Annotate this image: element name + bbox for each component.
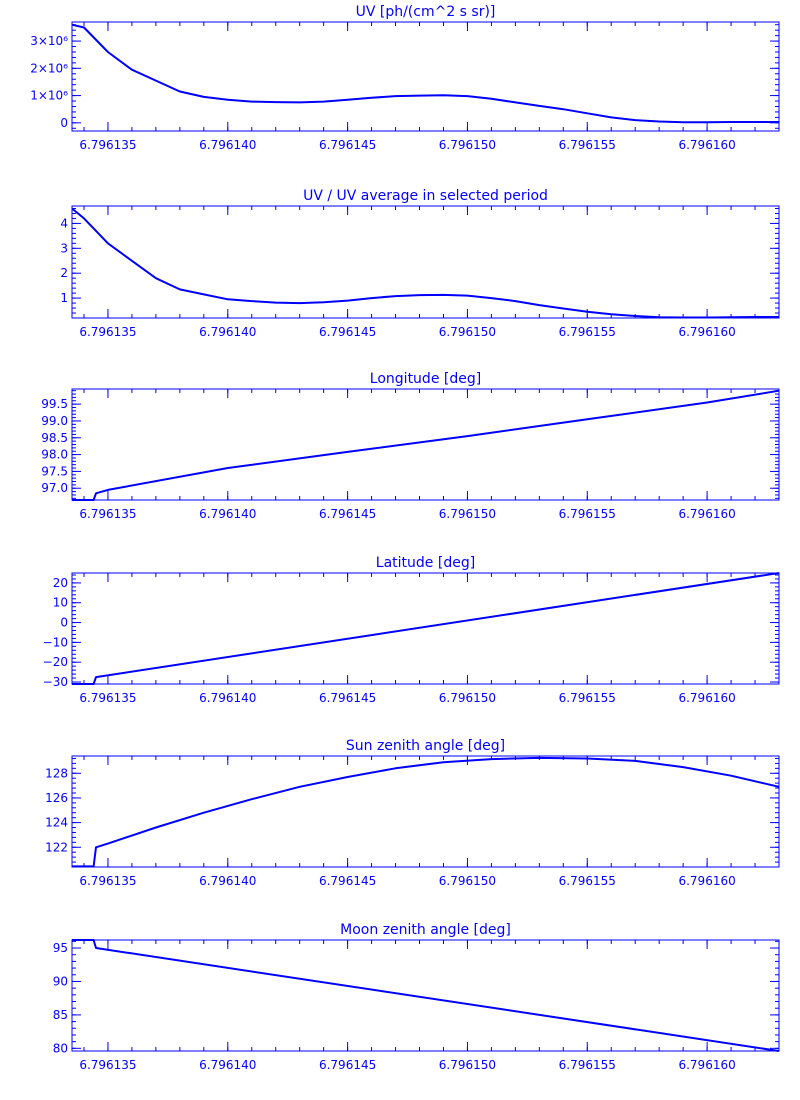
plot-frame xyxy=(71,572,780,685)
y-tick-label: 99.5 xyxy=(41,397,68,411)
x-tick-label: 6.796145 xyxy=(319,1058,376,1072)
series-line-1 xyxy=(72,756,780,868)
x-tick-label: 6.796155 xyxy=(559,691,616,705)
x-tick-label: 6.796135 xyxy=(79,874,136,888)
y-tick-label: 99.0 xyxy=(41,414,68,428)
chart-title: Longitude [deg] xyxy=(370,371,481,387)
x-tick-label: 6.796135 xyxy=(79,138,136,152)
y-tick-label: 128 xyxy=(45,766,68,780)
y-tick-label: 0 xyxy=(60,116,68,130)
y-tick-label: 0 xyxy=(60,616,68,630)
y-tick-label: 90 xyxy=(53,974,68,988)
x-tick-label: 6.796150 xyxy=(439,138,496,152)
x-tick-label: 6.796155 xyxy=(559,874,616,888)
y-tick-label: 2×10⁶ xyxy=(30,61,68,75)
series-line-1 xyxy=(71,207,779,319)
y-tick-label: 97.0 xyxy=(41,481,68,495)
x-tick-label: 6.796155 xyxy=(559,138,616,152)
x-tick-label: 6.796155 xyxy=(559,325,616,339)
y-tick-label: 85 xyxy=(53,1008,68,1022)
x-tick-label: 6.796160 xyxy=(678,507,735,521)
y-tick-label: 122 xyxy=(45,840,68,854)
y-tick-label: 10 xyxy=(53,596,68,610)
x-tick-label: 6.796135 xyxy=(79,507,136,521)
x-tick-label: 6.796160 xyxy=(678,325,735,339)
series-line-1 xyxy=(72,389,780,501)
x-tick-label: 6.796160 xyxy=(678,874,735,888)
x-tick-label: 6.796135 xyxy=(79,325,136,339)
x-tick-label: 6.796140 xyxy=(199,325,256,339)
x-tick-label: 6.796160 xyxy=(678,691,735,705)
chart-title: Moon zenith angle [deg] xyxy=(340,922,511,938)
y-tick-label: 4 xyxy=(60,216,68,230)
chart-title: Sun zenith angle [deg] xyxy=(346,738,505,754)
x-tick-label: 6.796160 xyxy=(678,138,735,152)
series-line-1 xyxy=(71,23,779,124)
y-tick-label: 98.0 xyxy=(41,448,68,462)
y-tick-label: 124 xyxy=(45,816,68,830)
y-tick-label: 1 xyxy=(60,291,68,305)
plot-frame xyxy=(71,21,780,132)
y-tick-label: 80 xyxy=(53,1041,68,1055)
y-tick-label: 1×10⁶ xyxy=(30,89,68,103)
y-tick-label: −30 xyxy=(43,675,68,689)
x-tick-label: 6.796140 xyxy=(199,1058,256,1072)
x-tick-label: 6.796150 xyxy=(439,507,496,521)
plot-frame xyxy=(71,388,780,501)
y-tick-label: −10 xyxy=(43,635,68,649)
x-tick-label: 6.796140 xyxy=(199,691,256,705)
x-tick-label: 6.796140 xyxy=(199,138,256,152)
chart-panel-1: UV [ph/(cm^2 s sr)] 6.796135 6.796140 6.796… xyxy=(30,4,780,152)
x-tick-label: 6.796145 xyxy=(319,507,376,521)
chart-panel-3: Longitude [deg] 6.796135 6.796140 6.796145 6… xyxy=(41,371,780,521)
y-tick-label: 98.5 xyxy=(41,431,68,445)
y-tick-label: 3×10⁶ xyxy=(30,34,68,48)
x-tick-label: 6.796160 xyxy=(678,1058,735,1072)
series-line-1 xyxy=(72,572,780,685)
chart-title: Latitude [deg] xyxy=(376,555,475,571)
x-tick-label: 6.796150 xyxy=(439,325,496,339)
x-tick-label: 6.796145 xyxy=(319,874,376,888)
x-tick-label: 6.796135 xyxy=(79,691,136,705)
chart-title: UV [ph/(cm^2 s sr)] xyxy=(356,4,496,20)
y-tick-label: 20 xyxy=(53,576,68,590)
x-tick-label: 6.796150 xyxy=(439,691,496,705)
chart-title: UV / UV average in selected period xyxy=(303,188,548,204)
plot-frame xyxy=(71,755,780,868)
x-tick-label: 6.796145 xyxy=(319,691,376,705)
x-tick-label: 6.796140 xyxy=(199,874,256,888)
chart-panel-5: Sun zenith angle [deg] 6.796135 6.796140 6.… xyxy=(45,738,780,888)
series-line-1 xyxy=(72,939,780,1052)
x-tick-label: 6.796155 xyxy=(559,507,616,521)
y-tick-label: 126 xyxy=(45,791,68,805)
y-tick-label: 97.5 xyxy=(41,464,68,478)
y-tick-label: −20 xyxy=(43,655,68,669)
x-tick-label: 6.796135 xyxy=(79,1058,136,1072)
chart-panel-4: Latitude [deg] 6.796135 6.796140 6.796145 6.… xyxy=(43,555,780,705)
plot-frame xyxy=(71,939,780,1052)
chart-panel-2: UV / UV average in selected period 6.7961… xyxy=(60,188,780,339)
x-tick-label: 6.796145 xyxy=(319,138,376,152)
plot-frame xyxy=(71,205,780,319)
x-tick-label: 6.796140 xyxy=(199,507,256,521)
x-tick-label: 6.796145 xyxy=(319,325,376,339)
x-tick-label: 6.796150 xyxy=(439,874,496,888)
x-tick-label: 6.796150 xyxy=(439,1058,496,1072)
y-tick-label: 3 xyxy=(60,241,68,255)
chart-panel-6: Moon zenith angle [deg] 6.796135 6.796140 6… xyxy=(53,922,780,1072)
y-tick-label: 95 xyxy=(53,941,68,955)
x-tick-label: 6.796155 xyxy=(559,1058,616,1072)
y-tick-label: 2 xyxy=(60,266,68,280)
